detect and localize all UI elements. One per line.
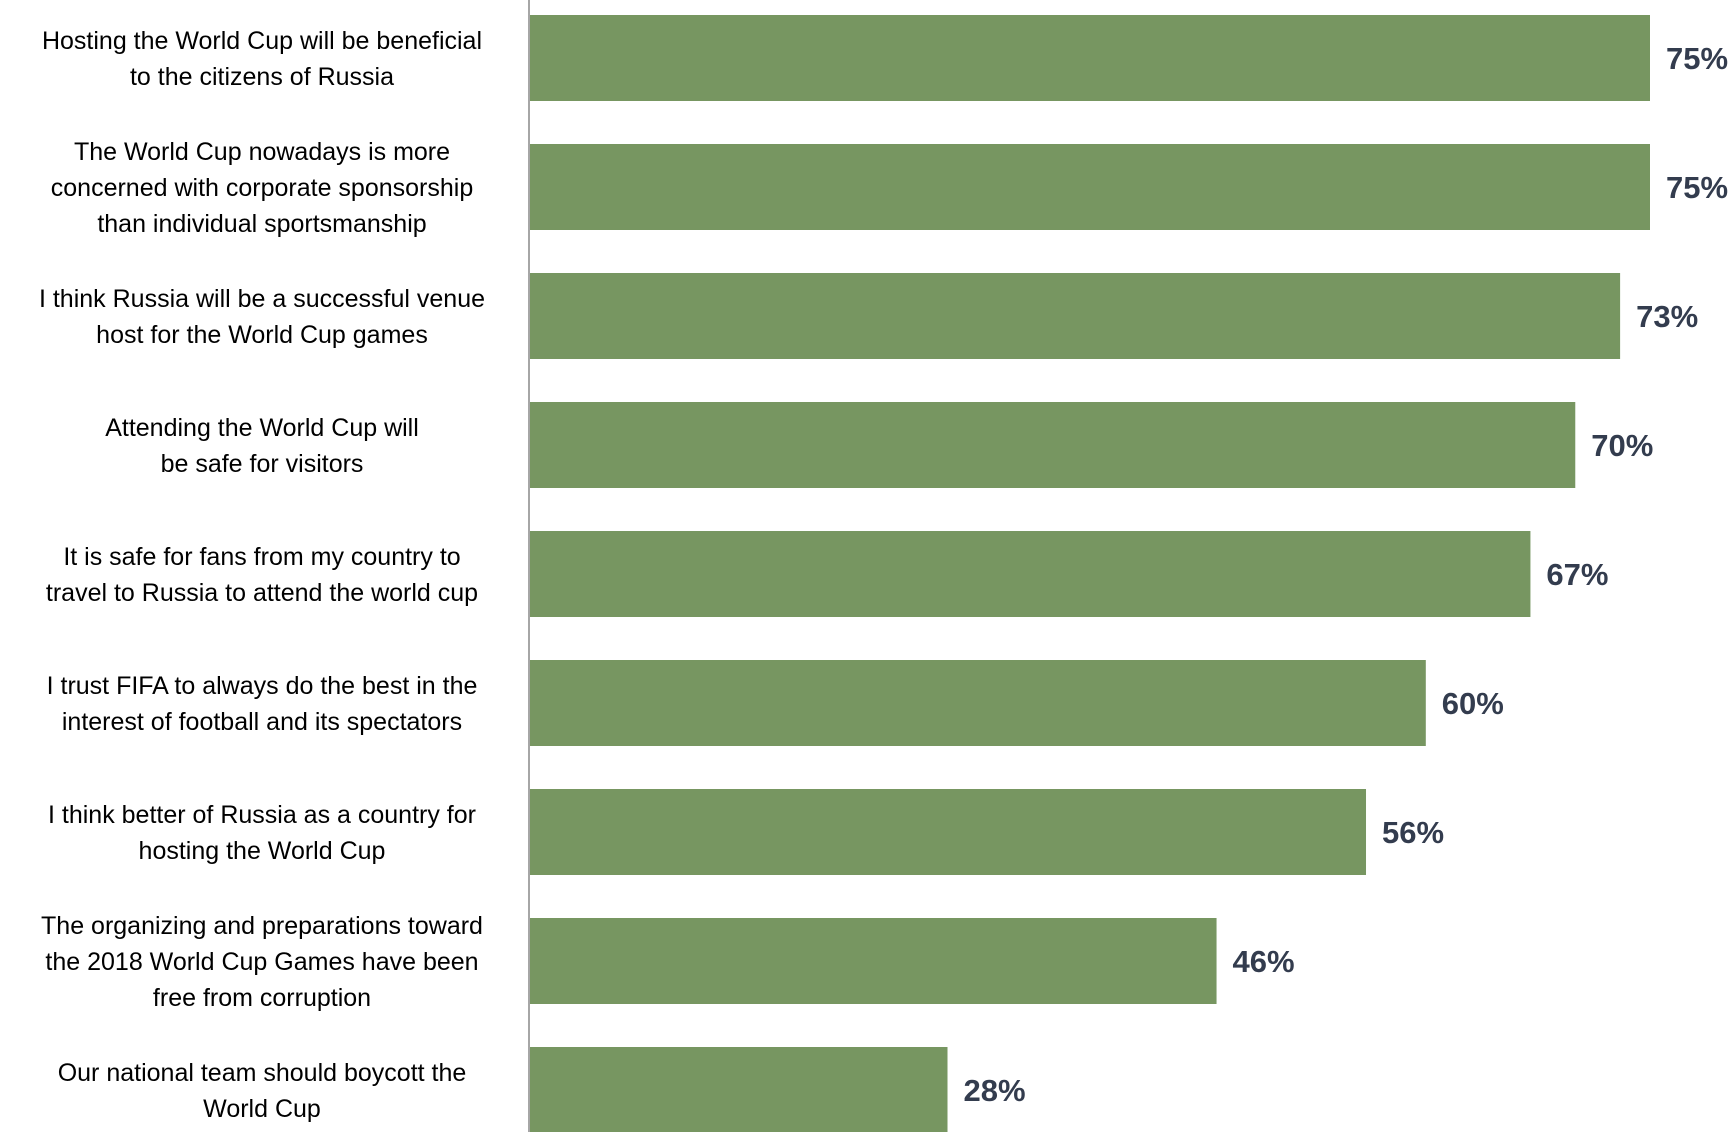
category-label-line: The organizing and preparations toward [41, 912, 483, 940]
category-label: I think Russia will be a successful venu… [39, 285, 485, 349]
value-label: 60% [1442, 686, 1504, 721]
value-label: 67% [1546, 557, 1608, 592]
category-label: Attending the World Cup will be safe for … [105, 414, 419, 478]
category-label: It is safe for fans from my country to tr… [46, 543, 478, 607]
category-label-line: host for the World Cup games [96, 321, 428, 349]
category-label-line: interest of football and its spectators [62, 708, 462, 736]
bar [529, 660, 1426, 746]
category-labels-layer: Hosting the World Cup will be beneficial… [39, 27, 485, 1123]
bar [529, 789, 1367, 875]
bars-layer [529, 15, 1650, 1132]
category-label-line: The World Cup nowadays is more [74, 138, 450, 166]
bar [529, 531, 1531, 617]
category-label-line: Attending the World Cup will [105, 414, 419, 442]
category-label-line: free from corruption [153, 984, 371, 1012]
category-label-line: to the citizens of Russia [130, 63, 394, 91]
bar [529, 273, 1621, 359]
category-label: I trust FIFA to always do the best in th… [47, 672, 478, 736]
bar [529, 1047, 948, 1132]
category-label: Our national team should boycott the Worl… [58, 1059, 467, 1123]
bar [529, 402, 1576, 488]
value-label: 70% [1591, 428, 1653, 463]
value-label: 75% [1666, 170, 1728, 205]
category-label-line: hosting the World Cup [139, 837, 386, 865]
category-label-line: the 2018 World Cup Games have been [45, 948, 478, 976]
category-label-line: I trust FIFA to always do the best in th… [47, 672, 478, 700]
value-labels-layer: 75% 75% 73% 70% 67% 60% 56% 46% 28% [964, 41, 1729, 1108]
category-label-line: travel to Russia to attend the world cup [46, 579, 478, 607]
value-label: 75% [1666, 41, 1728, 76]
value-label: 56% [1382, 815, 1444, 850]
category-label-line: Hosting the World Cup will be beneficial [42, 27, 482, 55]
category-label: I think better of Russia as a country fo… [48, 801, 476, 865]
value-label: 73% [1636, 299, 1698, 334]
bar [529, 15, 1650, 101]
bar [529, 144, 1650, 230]
category-label-line: I think Russia will be a successful venu… [39, 285, 485, 313]
category-label-line: I think better of Russia as a country fo… [48, 801, 476, 829]
category-label-line: than individual sportsmanship [97, 210, 426, 238]
value-label: 46% [1233, 944, 1295, 979]
category-label: Hosting the World Cup will be beneficial… [42, 27, 482, 91]
category-label-line: It is safe for fans from my country to [63, 543, 460, 571]
category-label-line: concerned with corporate sponsorship [51, 174, 473, 202]
category-label: The World Cup nowadays is more concerned … [51, 138, 473, 238]
category-label: The organizing and preparations toward th… [41, 912, 483, 1012]
category-label-line: be safe for visitors [161, 450, 364, 478]
bar [529, 918, 1217, 1004]
category-label-line: Our national team should boycott the [58, 1059, 467, 1087]
category-label-line: World Cup [203, 1095, 321, 1123]
value-label: 28% [964, 1073, 1026, 1108]
